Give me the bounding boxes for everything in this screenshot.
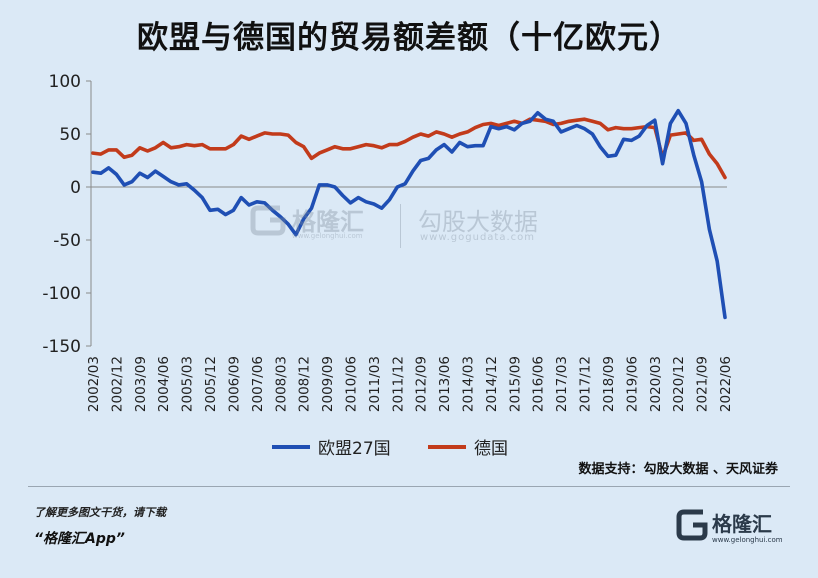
x-tick-label: 2014/03: [461, 356, 477, 412]
x-tick-label: 2008/12: [297, 356, 313, 412]
x-tick-label: 2014/12: [484, 356, 500, 412]
legend-label: 德国: [474, 439, 508, 459]
x-tick-label: 2019/06: [624, 356, 640, 412]
x-axis: 2002/03 2002/12 2003/09 2004/06 2005/03 2005/…: [86, 186, 734, 412]
legend: 欧盟27国 德国: [272, 439, 508, 459]
gelonghui-logo-icon: [676, 509, 708, 541]
x-tick-label: 2004/06: [156, 356, 172, 412]
legend-label: 欧盟27国: [318, 439, 391, 459]
x-tick-label: 2011/03: [367, 356, 383, 412]
x-tick-label: 2011/12: [390, 356, 406, 412]
x-tick-label: 2010/06: [343, 356, 359, 412]
x-tick-label: 2018/09: [601, 356, 617, 412]
brand-logo: 格隆汇 www.gelonghui.com: [676, 506, 786, 552]
chart-title: 欧盟与德国的贸易额差额（十亿欧元）: [137, 20, 681, 56]
promo-line-2: “格隆汇App”: [34, 531, 125, 547]
promo-line-1: 了解更多图文干货，请下载: [34, 506, 166, 519]
y-tick-label: -150: [42, 337, 81, 357]
y-tick-label: 0: [70, 178, 81, 198]
x-tick-label: 2002/03: [86, 356, 102, 412]
x-tick-label: 2002/12: [109, 356, 125, 412]
x-tick-label: 2006/09: [226, 356, 242, 412]
x-tick-label: 2007/06: [250, 356, 266, 412]
x-tick-label: 2021/09: [695, 356, 711, 412]
y-tick-label: 100: [49, 72, 81, 92]
x-tick-label: 2016/06: [531, 356, 547, 412]
series-group: [91, 108, 727, 320]
y-tick-label: -50: [53, 231, 81, 251]
x-tick-label: 2003/09: [133, 356, 149, 412]
logo-name: 格隆汇: [712, 512, 772, 536]
y-tick-label: -100: [42, 284, 81, 304]
x-tick-label: 2012/09: [414, 356, 430, 412]
x-tick-label: 2017/03: [554, 356, 570, 412]
x-tick-label: 2009/09: [320, 356, 336, 412]
x-tick-label: 2022/06: [718, 356, 734, 412]
footer-divider: [28, 486, 790, 487]
source-note: 数据支持：勾股大数据 、天风证券: [578, 462, 778, 477]
x-tick-label: 2008/03: [273, 356, 289, 412]
y-axis: 100 50 0 -50 -100 -150: [42, 72, 92, 357]
logo-url: www.gelonghui.com: [712, 536, 783, 544]
series-line-eu27: [91, 108, 727, 320]
x-tick-label: 2005/12: [203, 356, 219, 412]
series-line-germany: [91, 117, 727, 180]
x-tick-label: 2005/03: [180, 356, 196, 412]
x-tick-label: 2013/06: [437, 356, 453, 412]
y-tick-label: 50: [59, 125, 81, 145]
x-tick-label: 2015/09: [507, 356, 523, 412]
x-tick-label: 2020/12: [671, 356, 687, 412]
x-tick-label: 2017/12: [578, 356, 594, 412]
x-tick-label: 2020/03: [648, 356, 664, 412]
